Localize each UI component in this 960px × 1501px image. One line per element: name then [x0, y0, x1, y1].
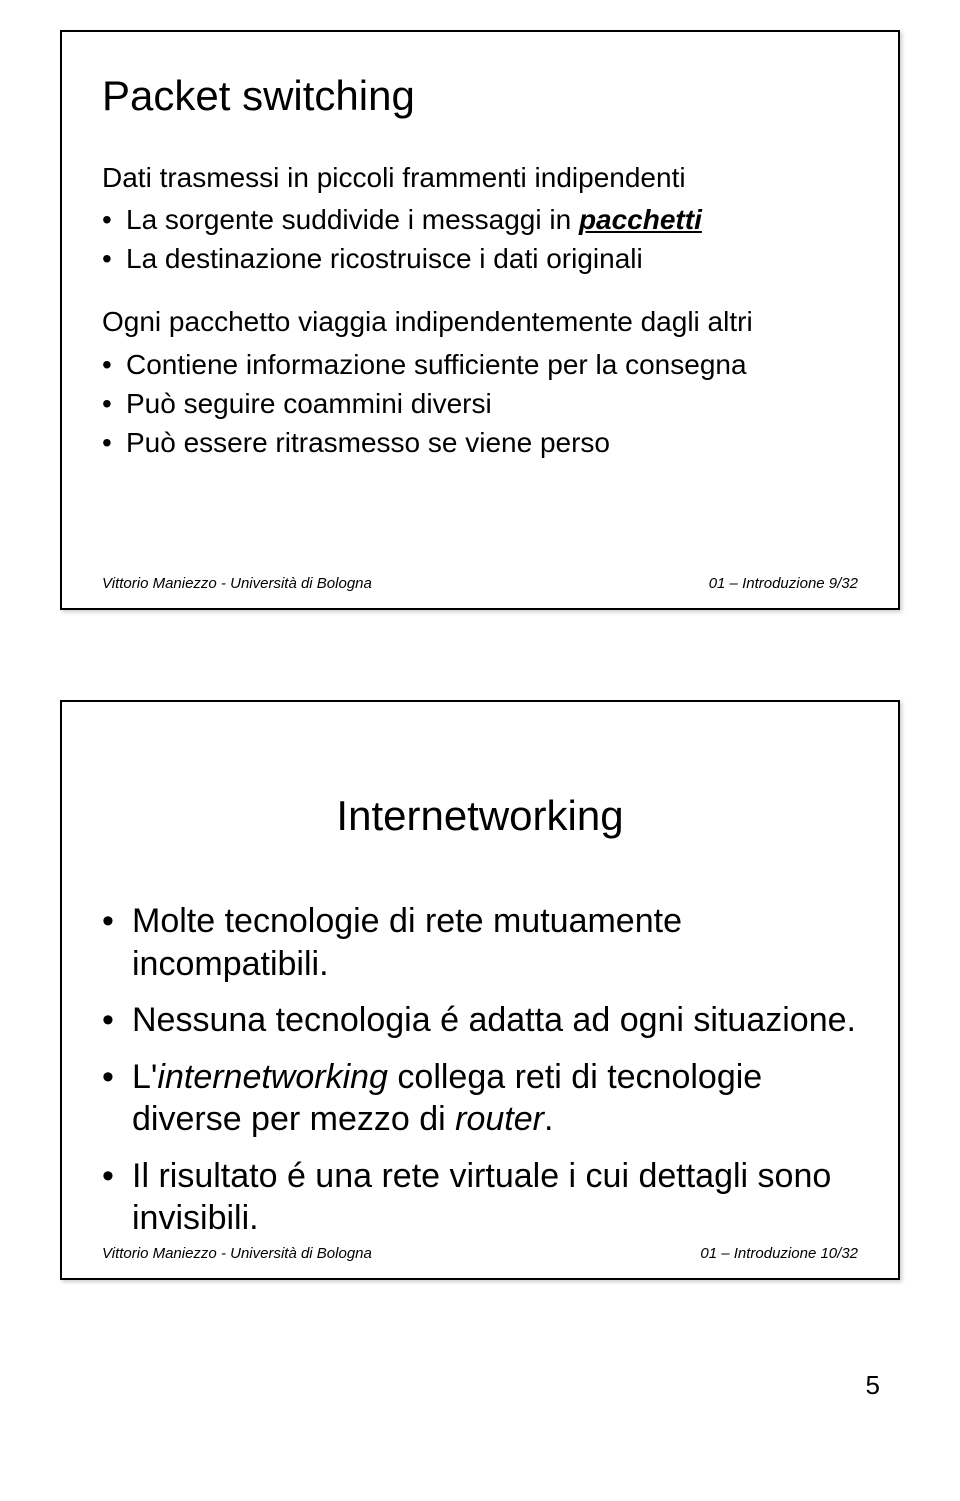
slide2-title: Internetworking — [102, 792, 858, 840]
page-number: 5 — [60, 1370, 900, 1401]
slide2-footer: Vittorio Maniezzo - Università di Bologn… — [102, 1245, 858, 1262]
slide2-bullet4: Il risultato é una rete virtuale i cui d… — [102, 1155, 858, 1240]
slide1-bullet-a1-em: pacchetti — [579, 204, 702, 235]
slide2-bullet3-post: . — [544, 1100, 553, 1138]
slide1-para2: Ogni pacchetto viaggia indipendentemente… — [102, 304, 858, 340]
slide1-bullets-b: Contiene informazione sufficiente per la… — [102, 347, 858, 460]
slide1-bullet-a1: La sorgente suddivide i messaggi in pacc… — [102, 202, 858, 237]
slide1-footer: Vittorio Maniezzo - Università di Bologn… — [102, 575, 858, 592]
slide1-title: Packet switching — [102, 72, 858, 120]
slide1-footer-right: 01 – Introduzione 9/32 — [709, 575, 858, 592]
slide2-bullet3-em1: internetworking — [157, 1058, 388, 1096]
slide-1: Packet switching Dati trasmessi in picco… — [60, 30, 900, 610]
slide2-bullet3-em2: router — [455, 1100, 544, 1138]
slide1-bullet-b2: Può seguire coammini diversi — [102, 386, 858, 421]
slide1-bullet-b3: Può essere ritrasmesso se viene perso — [102, 425, 858, 460]
slide1-bullets-a: La sorgente suddivide i messaggi in pacc… — [102, 202, 858, 276]
slide2-bullets: Molte tecnologie di rete mutuamente inco… — [102, 900, 858, 1240]
slide1-bullet-a2: La destinazione ricostruisce i dati orig… — [102, 241, 858, 276]
page-container: Packet switching Dati trasmessi in picco… — [0, 0, 960, 1421]
slide1-footer-left: Vittorio Maniezzo - Università di Bologn… — [102, 575, 372, 592]
slide2-bullet1: Molte tecnologie di rete mutuamente inco… — [102, 900, 858, 985]
slide2-bullet2: Nessuna tecnologia é adatta ad ogni situ… — [102, 999, 858, 1042]
slide1-bullet-b1: Contiene informazione sufficiente per la… — [102, 347, 858, 382]
slide2-bullet3: L'internetworking collega reti di tecnol… — [102, 1056, 858, 1141]
slide2-bullet3-pre: L' — [132, 1058, 157, 1096]
slide1-para1: Dati trasmessi in piccoli frammenti indi… — [102, 160, 858, 196]
slide2-footer-right: 01 – Introduzione 10/32 — [700, 1245, 858, 1262]
slide1-bullet-a1-pre: La sorgente suddivide i messaggi in — [126, 204, 579, 235]
slide2-footer-left: Vittorio Maniezzo - Università di Bologn… — [102, 1245, 372, 1262]
slide-2: Internetworking Molte tecnologie di rete… — [60, 700, 900, 1280]
